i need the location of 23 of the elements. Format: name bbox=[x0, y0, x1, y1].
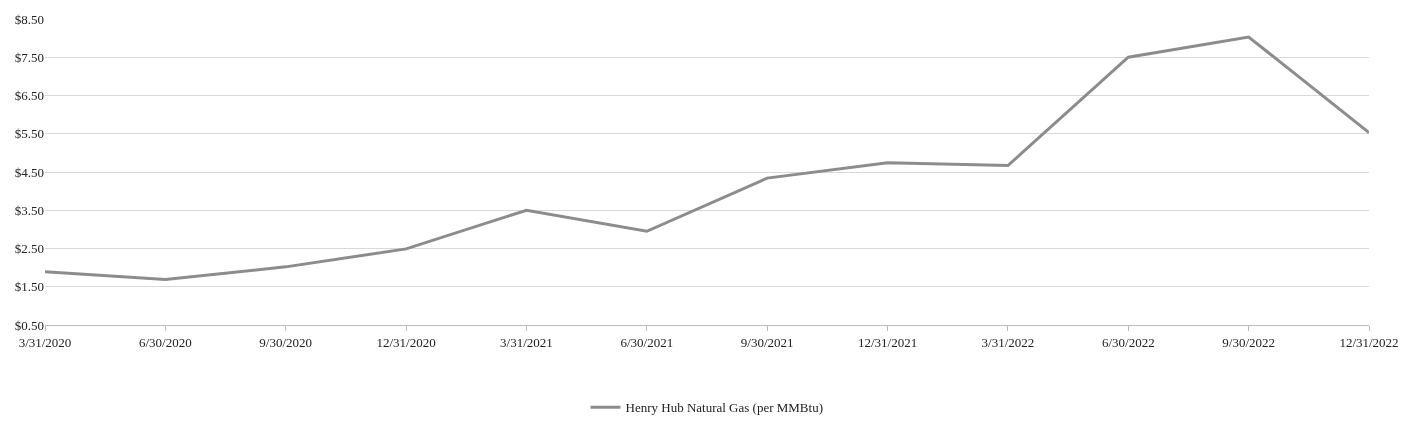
y-tick-label: $5.50 bbox=[14, 126, 44, 142]
y-tick-label: $6.50 bbox=[14, 88, 44, 104]
y-tick-label: $8.50 bbox=[14, 11, 44, 27]
x-tick-label: 9/30/2021 bbox=[740, 334, 794, 350]
x-tick-label: 6/30/2022 bbox=[1101, 334, 1155, 350]
y-tick-label: $3.50 bbox=[14, 202, 44, 218]
x-tick-label: 12/31/2020 bbox=[376, 334, 436, 350]
x-tick-label: 3/31/2020 bbox=[18, 334, 72, 350]
y-tick-label: $2.50 bbox=[14, 241, 44, 257]
line-series bbox=[45, 35, 1369, 281]
x-tick-label: 3/31/2022 bbox=[981, 334, 1035, 350]
x-tick-label: 6/30/2021 bbox=[620, 334, 674, 350]
x-tick-label: 6/30/2020 bbox=[138, 334, 192, 350]
x-tick-label: 12/31/2021 bbox=[857, 334, 918, 350]
y-tick-label: $4.50 bbox=[14, 164, 44, 180]
x-tick-label: 9/30/2020 bbox=[259, 334, 313, 350]
x-tick-label: 3/31/2021 bbox=[500, 334, 553, 350]
y-tick-label: $1.50 bbox=[14, 279, 44, 295]
x-tick-label: 12/31/2022 bbox=[1339, 334, 1399, 350]
legend-label: Henry Hub Natural Gas (per MMBtu) bbox=[625, 400, 823, 416]
y-tick-label: $7.50 bbox=[14, 49, 44, 65]
y-tick-label: $0.50 bbox=[14, 317, 44, 333]
x-tick-label: 9/30/2022 bbox=[1222, 334, 1276, 350]
